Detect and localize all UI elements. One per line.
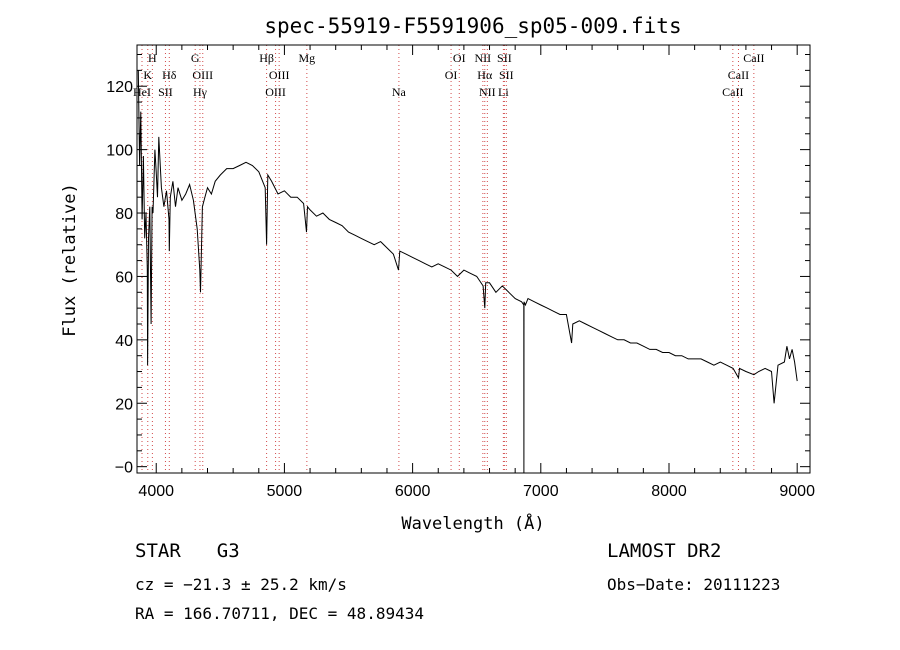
line-label: Hβ (259, 51, 274, 65)
plot-frame (136, 44, 811, 474)
x-tick-label: 9000 (779, 483, 815, 500)
redshift-text: cz = −21.3 ± 25.2 km/s (135, 575, 347, 594)
line-label: H (148, 51, 157, 65)
y-tick-label: 60 (115, 269, 133, 286)
spectrum-series (137, 70, 798, 474)
line-label: CaII (743, 51, 764, 65)
coordinates-text: RA = 166.70711, DEC = 48.89434 (135, 604, 424, 623)
axis-ticks: 4000 5000 6000 7000 8000 9000 −0 20 40 60 80 100 120 (106, 45, 815, 500)
line-label: OIII (265, 85, 286, 99)
line-label: K (143, 68, 152, 82)
line-label: Mg (299, 51, 316, 65)
line-label: OI (445, 68, 458, 82)
line-label: Na (392, 85, 407, 99)
line-label: CaII (722, 85, 743, 99)
y-axis-label: Flux (relative) (60, 183, 80, 337)
survey-name: LAMOST DR2 (607, 540, 722, 562)
spectral-line-labels: HK HeI Hδ SII G OIII Hγ Hβ OIII OIII Mg Na OI OI NII Hα… (133, 51, 765, 99)
line-label: OIII (192, 68, 213, 82)
line-label: HeI (133, 85, 151, 99)
obs-date-text: Obs−Date: 20111223 (607, 575, 781, 594)
x-axis-label: Wavelength (Å) (401, 512, 544, 534)
object-class: STAR G3 (135, 540, 240, 562)
line-label: OI (453, 51, 466, 65)
x-tick-label: 7000 (523, 483, 559, 500)
line-label: Hγ (193, 85, 208, 99)
line-label: Hα (477, 68, 493, 82)
line-label: G (191, 51, 200, 65)
class-text: STAR (135, 540, 181, 562)
line-label: SII (497, 51, 512, 65)
line-label: SII (158, 85, 173, 99)
subclass-text: G3 (216, 540, 240, 562)
line-label: SII (499, 68, 514, 82)
x-tick-label: 5000 (267, 483, 303, 500)
x-tick-label: 8000 (651, 483, 687, 500)
y-tick-label: 40 (115, 333, 133, 350)
line-label: Li (498, 85, 509, 99)
x-tick-label: 4000 (138, 483, 174, 500)
x-tick-label: 6000 (395, 483, 431, 500)
y-tick-label: 120 (106, 79, 133, 96)
line-label: OIII (269, 68, 290, 82)
line-label: NII (475, 51, 492, 65)
y-tick-label: 100 (106, 143, 133, 160)
chart-title: spec-55919-F5591906_sp05-009.fits (264, 14, 681, 38)
line-label: NII (479, 85, 496, 99)
spectral-line-markers (141, 45, 755, 473)
line-label: Hδ (162, 68, 177, 82)
line-label: CaII (728, 68, 749, 82)
y-tick-label: 80 (115, 206, 133, 223)
y-tick-label: 20 (115, 396, 133, 413)
y-tick-label: −0 (115, 460, 133, 477)
